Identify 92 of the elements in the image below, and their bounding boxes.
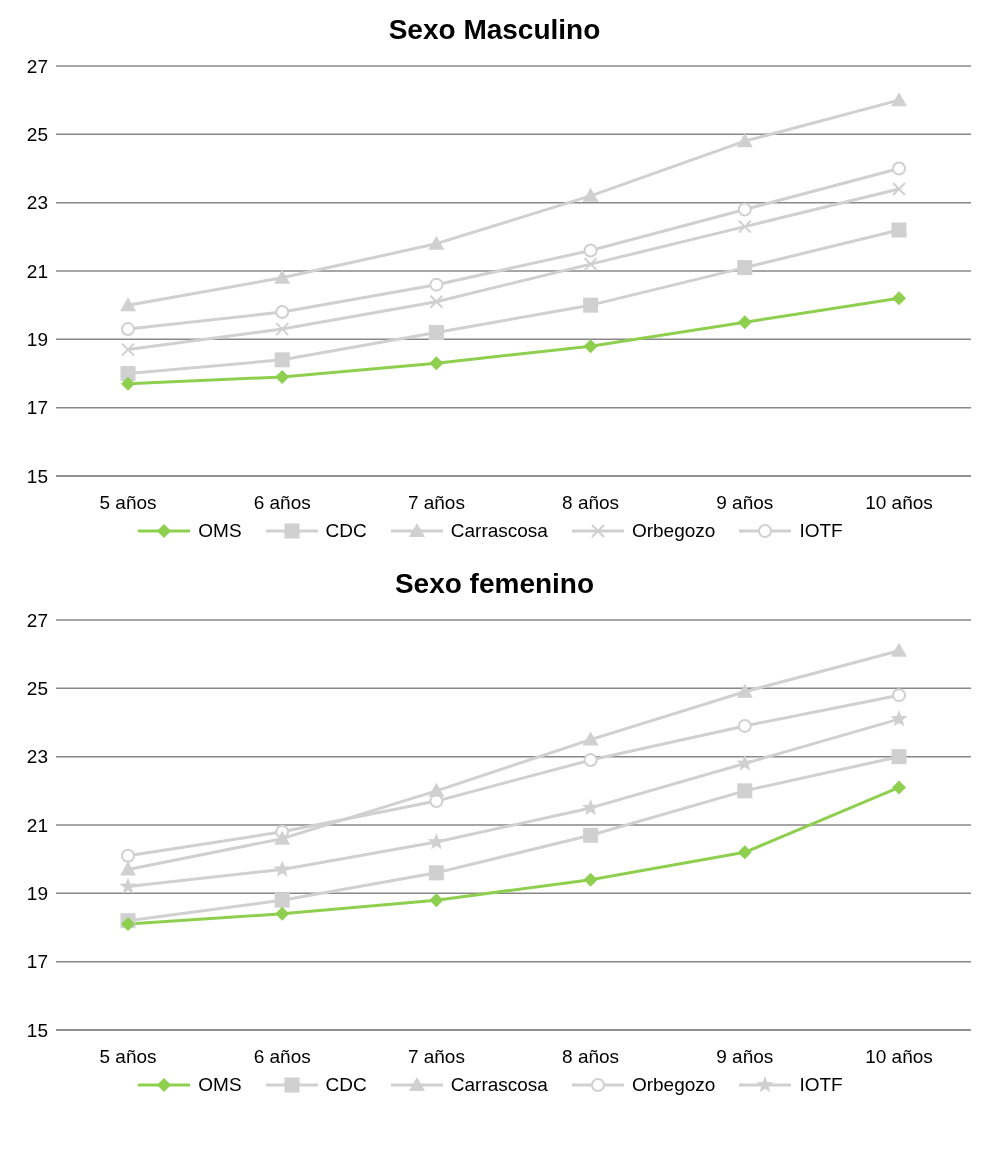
x-tick-label: 10 años (865, 1046, 933, 1068)
point (582, 731, 599, 746)
point (736, 133, 753, 148)
x-tick-label: 6 años (253, 1046, 311, 1068)
point (737, 315, 752, 330)
legend-label: Orbegozo (631, 520, 716, 542)
point (121, 917, 135, 932)
point (583, 339, 598, 354)
point (891, 642, 907, 657)
x-tick-label: 7 años (407, 1046, 465, 1068)
point (583, 297, 599, 313)
point (737, 845, 752, 860)
y-tick-label: 21 (26, 814, 48, 836)
x-tick-label: 8 años (562, 492, 620, 514)
point (428, 235, 445, 250)
y-tick-label: 27 (26, 55, 48, 77)
x-tick-label: 9 años (716, 1046, 774, 1068)
x-tick-label: 9 años (716, 492, 774, 514)
point (274, 830, 291, 845)
point (275, 369, 290, 384)
legend-label: Carrascosa (450, 520, 548, 542)
x-tick-label: 5 años (99, 492, 157, 514)
y-tick-label: 17 (26, 951, 48, 973)
legend-label: Orbegozo (631, 1074, 716, 1096)
y-tick-label: 15 (26, 465, 48, 487)
chart-title: Sexo femenino (393, 567, 596, 601)
y-tick-label: 21 (26, 260, 48, 282)
point (583, 872, 598, 887)
point (891, 92, 907, 107)
legend-label: IOTF (799, 520, 843, 542)
point (428, 782, 445, 797)
point (429, 356, 444, 371)
point (737, 202, 752, 217)
point (583, 243, 598, 258)
x-tick-label: 5 años (99, 1046, 157, 1068)
legend-label: OMS (198, 520, 242, 542)
y-tick-label: 25 (26, 678, 48, 700)
point (275, 322, 290, 337)
x-tick-label: 10 años (865, 492, 933, 514)
point (275, 305, 290, 319)
y-tick-label: 25 (26, 124, 48, 146)
point (119, 877, 137, 894)
legend-label: OMS (198, 1074, 242, 1096)
legend-label: CDC (325, 520, 367, 542)
y-tick-label: 23 (26, 192, 48, 214)
point (428, 325, 444, 340)
point (274, 352, 290, 368)
point (120, 861, 136, 876)
y-tick-label: 17 (26, 397, 48, 419)
point (892, 291, 906, 306)
point (583, 753, 598, 768)
point (582, 187, 599, 202)
legend-label: IOTF (799, 1074, 843, 1096)
point (737, 219, 752, 234)
legend-label: Carrascosa (450, 1074, 548, 1096)
point (891, 222, 907, 238)
point (737, 260, 753, 276)
point (890, 710, 908, 727)
point (737, 718, 752, 733)
y-tick-label: 27 (26, 609, 48, 631)
x-tick-label: 6 años (253, 492, 311, 514)
y-tick-label: 15 (26, 1019, 48, 1041)
y-tick-label: 19 (26, 883, 48, 905)
legend-label: CDC (325, 1074, 367, 1096)
point (274, 269, 291, 284)
x-tick-label: 7 años (407, 492, 465, 514)
point (429, 277, 444, 292)
point (274, 892, 290, 908)
point (121, 322, 135, 337)
point (891, 749, 907, 765)
point (121, 342, 135, 357)
point (583, 257, 598, 272)
point (736, 683, 753, 698)
point (120, 297, 136, 312)
point (121, 376, 135, 391)
point (428, 865, 444, 881)
point (429, 294, 444, 309)
y-tick-label: 23 (26, 746, 48, 768)
chart-title: Sexo Masculino (387, 13, 602, 47)
point (892, 161, 906, 176)
y-tick-label: 19 (26, 329, 48, 351)
point (429, 893, 444, 908)
point (583, 827, 599, 843)
point (892, 780, 906, 795)
point (121, 848, 135, 863)
point (275, 906, 290, 921)
point (737, 783, 753, 799)
point (892, 182, 906, 196)
point (120, 366, 136, 381)
point (892, 688, 906, 703)
x-tick-label: 8 años (562, 1046, 620, 1068)
point (273, 860, 291, 877)
